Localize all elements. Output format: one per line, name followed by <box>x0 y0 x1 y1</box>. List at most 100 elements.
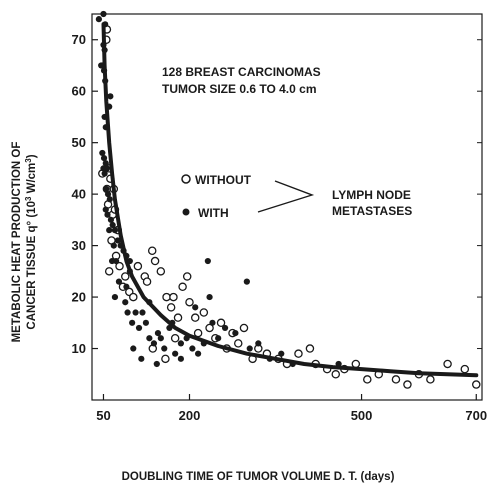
data-point-with <box>100 165 107 172</box>
data-point-with <box>146 335 153 342</box>
data-point-without <box>147 246 157 255</box>
data-point-with <box>123 283 130 290</box>
data-point-without <box>162 292 171 302</box>
legend-bracket <box>257 180 315 213</box>
y-tick-label: 60 <box>72 84 86 99</box>
data-point-with <box>122 299 129 306</box>
y-axis-title-unit: W/cm <box>26 163 38 197</box>
data-point-without <box>472 380 481 389</box>
data-point-with <box>232 329 239 337</box>
plot-area <box>91 13 483 401</box>
data-point-with <box>100 10 107 18</box>
data-point-without <box>363 375 372 384</box>
y-tick-label: 70 <box>72 32 86 47</box>
data-point-without <box>169 292 178 302</box>
data-point-without <box>178 282 187 292</box>
y-axis-title-sup-1: 3 <box>24 196 33 201</box>
data-point-without <box>193 328 203 338</box>
data-point-with <box>150 340 158 347</box>
data-point-with <box>107 93 114 100</box>
data-point-with <box>129 319 136 326</box>
data-point-with <box>161 345 168 352</box>
data-point-with <box>215 335 222 342</box>
y-axis-title: METABOLIC HEAT PRODUCTION OF CANCER TISS… <box>11 142 38 343</box>
data-point-without <box>205 323 214 333</box>
data-point-with <box>104 191 112 198</box>
y-tick-label: 40 <box>72 187 86 202</box>
data-point-with <box>106 227 113 234</box>
data-point-without <box>166 303 176 312</box>
y-tick-label: 50 <box>72 135 86 150</box>
data-point-without <box>129 292 138 302</box>
x-tick-label: 50 <box>96 408 110 423</box>
data-point-without <box>104 267 114 276</box>
data-point-without <box>161 354 170 364</box>
y-axis-title-close: ) <box>26 154 38 158</box>
legend: WITHOUT WITH LYMPH NODE METASTASES <box>181 173 412 220</box>
fit-curve <box>101 22 479 378</box>
fit-curve-line <box>101 22 479 378</box>
data-point-with <box>139 309 146 316</box>
y-tick-label: 30 <box>72 238 86 253</box>
data-point-with <box>95 16 102 23</box>
data-point-with <box>132 309 139 316</box>
data-point-with <box>154 329 162 337</box>
data-point-without <box>185 297 194 307</box>
data-point-without <box>391 375 401 384</box>
data-point-with <box>221 324 229 332</box>
data-point-with <box>102 160 109 167</box>
data-point-without <box>331 370 340 379</box>
data-point-without <box>133 261 143 271</box>
y-axis-title-prefix: CANCER TISSUE q° (10 <box>26 201 38 330</box>
legend-label-with: WITH <box>198 206 229 220</box>
y-axis-title-sup-2: 3 <box>24 158 33 163</box>
data-point-without <box>403 380 412 389</box>
annotation-line-2: TUMOR SIZE 0.6 TO 4.0 cm <box>162 82 317 96</box>
annotation-line-1: 128 BREAST CARCINOMAS <box>162 65 321 79</box>
x-axis: 50 200 500 700 <box>96 394 487 423</box>
data-point-with <box>177 340 184 347</box>
data-point-with <box>157 335 164 342</box>
data-point-with <box>177 355 184 362</box>
data-point-without <box>150 256 160 266</box>
data-point-without <box>216 318 226 328</box>
data-point-with <box>246 345 253 352</box>
data-point-with <box>110 242 117 249</box>
data-point-without <box>182 272 192 281</box>
data-point-with <box>124 309 131 316</box>
data-point-with <box>192 304 199 311</box>
data-point-with <box>106 196 113 203</box>
legend-open-circle-marker <box>181 174 191 184</box>
data-point-with <box>103 185 110 193</box>
data-point-without <box>239 323 249 333</box>
annotation-block: 128 BREAST CARCINOMAS TUMOR SIZE 0.6 TO … <box>162 65 321 96</box>
y-tick-label: 20 <box>72 290 86 305</box>
data-point-with <box>278 350 285 357</box>
data-point-with <box>100 155 108 162</box>
data-point-without <box>115 261 124 271</box>
group-label-line-1: LYMPH NODE <box>332 188 411 202</box>
data-point-without <box>233 339 243 348</box>
data-point-without <box>305 344 315 353</box>
data-point-without <box>351 359 361 369</box>
data-point-without <box>199 308 209 317</box>
data-point-without <box>173 313 183 322</box>
data-point-with <box>109 221 116 229</box>
legend-label-without: WITHOUT <box>195 173 252 187</box>
data-point-with <box>102 206 109 213</box>
data-point-without <box>460 364 470 374</box>
data-point-without <box>156 267 166 276</box>
data-point-with <box>101 170 108 177</box>
plot-border <box>91 13 483 401</box>
y-axis-title-line-1: METABOLIC HEAT PRODUCTION OF <box>11 142 23 343</box>
data-point-with <box>243 278 250 285</box>
data-point-with <box>108 257 116 265</box>
data-point-with <box>115 278 123 285</box>
data-point-without <box>294 349 303 358</box>
data-point-with <box>206 293 213 301</box>
data-point-with <box>255 340 262 347</box>
data-point-with <box>114 237 121 244</box>
x-axis-title: DOUBLING TIME OF TUMOR VOLUME D. T. (day… <box>122 471 395 483</box>
data-point-with <box>189 345 196 352</box>
